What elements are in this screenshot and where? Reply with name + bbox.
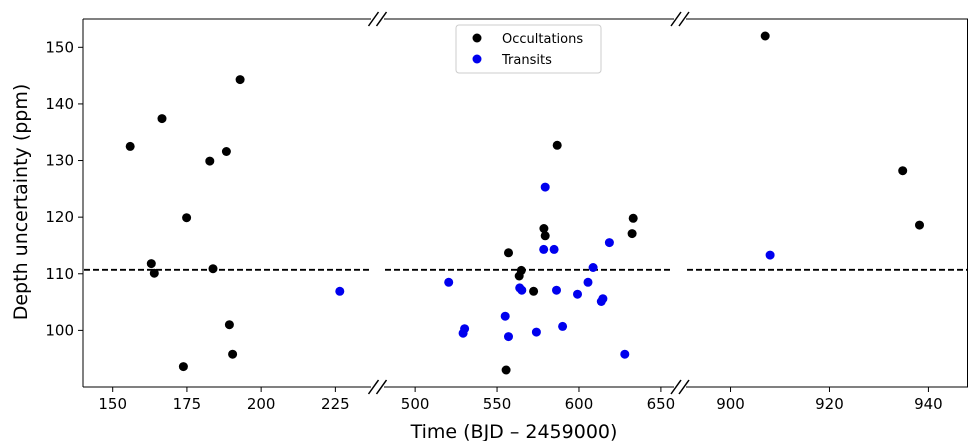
legend-label-occultations: Occultations xyxy=(502,32,583,47)
transit-point xyxy=(460,324,470,334)
transit-point xyxy=(540,182,550,192)
occultation-point xyxy=(915,220,924,230)
transit-point xyxy=(552,285,561,295)
break-slash xyxy=(375,11,388,27)
y-tick-label: 110 xyxy=(45,265,74,283)
legend-box xyxy=(455,24,602,74)
occultation-point xyxy=(224,320,234,330)
transit-point xyxy=(549,244,559,254)
occultation-point xyxy=(157,114,167,124)
occultation-point xyxy=(529,286,539,296)
occultation-point xyxy=(539,224,549,233)
transit-point xyxy=(604,238,614,248)
break-slash xyxy=(670,11,682,27)
transit-point xyxy=(500,311,510,321)
occultation-point xyxy=(504,248,513,258)
x-tick-label: 650 xyxy=(647,395,676,413)
transit-point xyxy=(583,277,593,287)
y-tick-label: 140 xyxy=(45,95,74,113)
y-tick-label: 130 xyxy=(45,152,74,170)
panel-1: 100 110 120 130 140 150 150 175 200 225 xyxy=(45,18,371,413)
occultation-point xyxy=(182,213,192,223)
occultation-point xyxy=(628,213,638,223)
occultation-point xyxy=(760,31,770,41)
legend-marker-occultations xyxy=(472,33,482,43)
occultation-point xyxy=(235,75,245,85)
transit-point xyxy=(573,289,582,299)
axis-break-marks xyxy=(367,11,690,395)
transit-point xyxy=(765,250,775,260)
break-slash xyxy=(678,379,690,395)
occultation-point xyxy=(627,229,637,239)
transit-point xyxy=(444,277,454,287)
occultation-point xyxy=(208,264,218,274)
legend: Occultations Transits xyxy=(455,24,602,74)
x-tick-label: 900 xyxy=(716,395,745,413)
x-tick-label: 150 xyxy=(98,395,127,413)
occultation-point xyxy=(146,259,156,269)
transit-point xyxy=(598,294,608,304)
occultation-point xyxy=(221,147,231,156)
break-slash xyxy=(375,379,388,395)
transit-point xyxy=(588,263,598,272)
break-slash xyxy=(367,379,380,395)
occultation-point xyxy=(178,362,188,372)
transit-point xyxy=(558,321,568,331)
break-slash xyxy=(670,379,682,395)
x-tick-label: 175 xyxy=(173,395,202,413)
panel-3: 900 920 940 xyxy=(686,18,968,413)
legend-label-transits: Transits xyxy=(501,53,552,68)
occultation-point xyxy=(552,140,562,150)
x-tick-label: 550 xyxy=(483,395,512,413)
x-tick-label: 920 xyxy=(815,395,844,413)
transit-point xyxy=(620,349,630,359)
occultation-point xyxy=(149,268,159,278)
occultation-point xyxy=(125,141,135,151)
points-layer xyxy=(125,31,924,375)
occultation-point xyxy=(540,231,550,241)
y-tick-label: 100 xyxy=(45,321,74,339)
y-axis-label: Depth uncertainty (ppm) xyxy=(10,84,32,321)
x-tick-label: 500 xyxy=(401,395,430,413)
transit-point xyxy=(335,286,345,296)
occultation-point xyxy=(516,265,526,275)
occultation-point xyxy=(228,349,238,359)
transit-point xyxy=(539,244,549,254)
break-slash xyxy=(367,11,380,27)
y-tick-label: 120 xyxy=(45,208,74,226)
transit-point xyxy=(517,285,527,295)
break-slash xyxy=(678,11,690,27)
occultation-point xyxy=(205,156,215,166)
y-tick-label: 150 xyxy=(45,38,74,56)
x-tick-label: 600 xyxy=(565,395,594,413)
transit-point xyxy=(504,332,513,342)
x-axis-label: Time (BJD – 2459000) xyxy=(410,421,618,441)
x-tick-label: 200 xyxy=(247,395,276,413)
occultation-point xyxy=(501,365,511,375)
occultation-point xyxy=(898,166,908,176)
x-tick-label: 225 xyxy=(321,395,350,413)
transit-point xyxy=(531,327,541,337)
panel-2: 500 550 600 650 xyxy=(384,18,676,413)
legend-marker-transits xyxy=(472,54,482,64)
x-tick-label: 940 xyxy=(914,395,943,413)
